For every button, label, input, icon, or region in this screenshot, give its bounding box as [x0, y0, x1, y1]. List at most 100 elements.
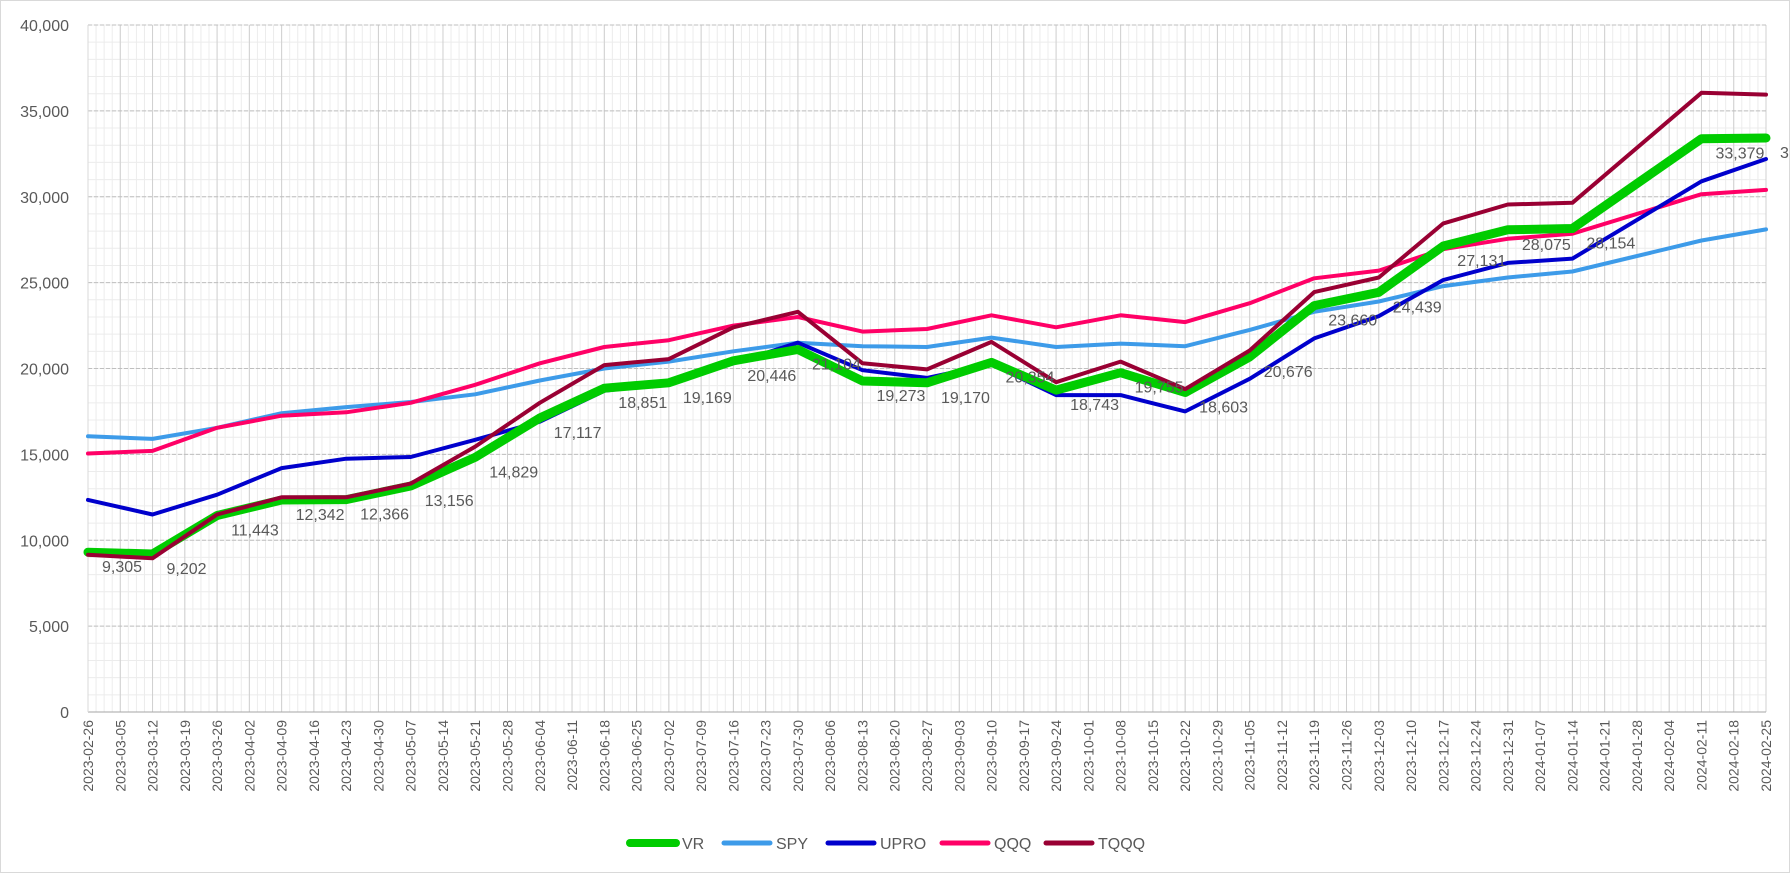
x-tick-label: 2023-03-19 — [177, 720, 193, 792]
x-tick-label: 2023-07-16 — [725, 720, 741, 792]
x-tick-label: 2023-05-14 — [435, 720, 451, 792]
x-tick-label: 2023-12-24 — [1468, 720, 1484, 792]
x-tick-label: 2023-03-12 — [145, 720, 161, 792]
x-tick-label: 2024-01-14 — [1564, 720, 1580, 792]
series-line-spy — [86, 227, 1768, 441]
x-tick-label: 2024-02-18 — [1726, 720, 1742, 792]
series-line-vr — [83, 133, 1771, 559]
data-label: 19,170 — [941, 390, 990, 407]
x-tick-label: 2023-03-05 — [112, 720, 128, 792]
x-tick-label: 2023-08-20 — [887, 720, 903, 792]
x-tick-label: 2024-02-04 — [1661, 720, 1677, 792]
x-tick-label: 2023-05-28 — [500, 720, 516, 792]
x-tick-label: 2023-12-17 — [1435, 720, 1451, 792]
data-label: 18,743 — [1070, 397, 1119, 414]
x-tick-label: 2024-02-25 — [1758, 720, 1774, 792]
legend-label-upro: UPRO — [880, 836, 926, 853]
legend-label-spy: SPY — [776, 836, 808, 853]
x-tick-label: 2024-02-11 — [1693, 720, 1709, 791]
y-axis-tick-labels: 0 5,000 10,000 15,000 20,000 25,000 30,000 35,0… — [20, 18, 69, 722]
x-tick-label: 2024-01-21 — [1597, 720, 1613, 792]
x-tick-label: 2023-10-29 — [1209, 720, 1225, 792]
x-tick-label: 2023-02-26 — [80, 720, 96, 792]
x-tick-label: 2023-06-11 — [564, 720, 580, 791]
x-tick-label: 2023-09-17 — [1016, 720, 1032, 792]
data-label: 9,202 — [167, 561, 207, 578]
legend-label-vr: VR — [682, 836, 704, 853]
x-tick-label: 2023-04-09 — [274, 720, 290, 792]
data-labels: 9,305 9,202 11,443 12,342 12,366 13,156 14,829… — [102, 145, 1790, 578]
data-label: 17,117 — [554, 425, 602, 442]
x-tick-label: 2023-08-13 — [854, 720, 870, 792]
x-tick-label: 2023-08-27 — [919, 720, 935, 792]
y-tick-label: 30,000 — [20, 190, 69, 207]
y-tick-label: 35,000 — [20, 104, 69, 121]
data-label: 19,169 — [683, 390, 732, 407]
y-tick-label: 5,000 — [29, 619, 69, 636]
x-tick-label: 2023-09-03 — [951, 720, 967, 792]
data-label: 12,366 — [360, 507, 409, 524]
x-tick-label: 2023-04-02 — [241, 720, 257, 792]
x-tick-label: 2023-05-21 — [467, 720, 483, 792]
x-tick-label: 2024-01-07 — [1532, 720, 1548, 792]
legend-label-tqqq: TQQQ — [1098, 836, 1145, 853]
data-label: 12,342 — [296, 507, 345, 524]
y-tick-label: 0 — [60, 705, 69, 722]
x-tick-label: 2023-06-25 — [629, 720, 645, 792]
data-label: 27,131 — [1457, 253, 1506, 270]
x-tick-label: 2024-01-28 — [1629, 720, 1645, 792]
x-tick-label: 2023-06-18 — [596, 720, 612, 792]
x-tick-label: 2023-11-26 — [1339, 720, 1355, 791]
x-tick-label: 2023-07-09 — [693, 720, 709, 792]
x-tick-label: 2023-11-19 — [1306, 720, 1322, 791]
x-tick-label: 2023-03-26 — [209, 720, 225, 792]
x-tick-label: 2023-10-22 — [1177, 720, 1193, 792]
series-lines — [83, 90, 1771, 561]
y-tick-label: 25,000 — [20, 276, 69, 293]
x-tick-label: 2023-12-10 — [1403, 720, 1419, 792]
data-label: 18,851 — [618, 395, 667, 412]
data-label: 23,660 — [1328, 313, 1377, 330]
data-label: 21,104 — [812, 357, 861, 374]
x-tick-label: 2023-05-07 — [403, 720, 419, 792]
y-tick-label: 15,000 — [20, 447, 69, 464]
x-tick-label: 2023-10-15 — [1145, 720, 1161, 792]
x-tick-label: 2023-04-30 — [370, 720, 386, 792]
data-label: 28,075 — [1522, 237, 1571, 254]
x-tick-label: 2023-06-04 — [532, 720, 548, 792]
x-tick-label: 2023-12-03 — [1371, 720, 1387, 792]
data-label: 33,421 — [1780, 145, 1789, 162]
legend: VR SPY UPRO QQQ TQQQ — [626, 836, 1145, 853]
data-label: 28,154 — [1586, 235, 1635, 252]
x-tick-label: 2023-11-05 — [1242, 720, 1258, 791]
x-tick-label: 2023-07-23 — [758, 720, 774, 792]
data-label: 20,354 — [1006, 369, 1055, 386]
x-tick-label: 2023-10-08 — [1113, 720, 1129, 792]
data-label: 33,379 — [1715, 146, 1764, 163]
x-tick-label: 2023-09-10 — [984, 720, 1000, 792]
data-label: 14,829 — [489, 464, 538, 481]
data-label: 20,446 — [747, 368, 796, 385]
x-tick-label: 2023-07-02 — [661, 720, 677, 792]
y-tick-label: 10,000 — [20, 533, 69, 550]
data-label: 19,755 — [1135, 380, 1184, 397]
axes — [87, 25, 1766, 713]
data-label: 19,273 — [876, 388, 925, 405]
data-label: 20,676 — [1264, 364, 1313, 381]
x-tick-label: 2023-08-06 — [822, 720, 838, 792]
series-line-upro — [86, 157, 1768, 517]
x-tick-label: 2023-04-16 — [306, 720, 322, 792]
y-tick-label: 40,000 — [20, 18, 69, 35]
data-label: 24,439 — [1393, 299, 1442, 316]
x-tick-label: 2023-10-01 — [1080, 720, 1096, 792]
data-label: 13,156 — [425, 493, 474, 510]
x-tick-label: 2023-09-24 — [1048, 720, 1064, 792]
data-label: 11,443 — [231, 522, 279, 539]
y-tick-label: 20,000 — [20, 362, 69, 379]
series-line-tqqq — [86, 90, 1768, 561]
data-label: 18,603 — [1199, 399, 1248, 416]
data-label: 9,305 — [102, 559, 142, 576]
x-tick-label: 2023-04-23 — [338, 720, 354, 792]
